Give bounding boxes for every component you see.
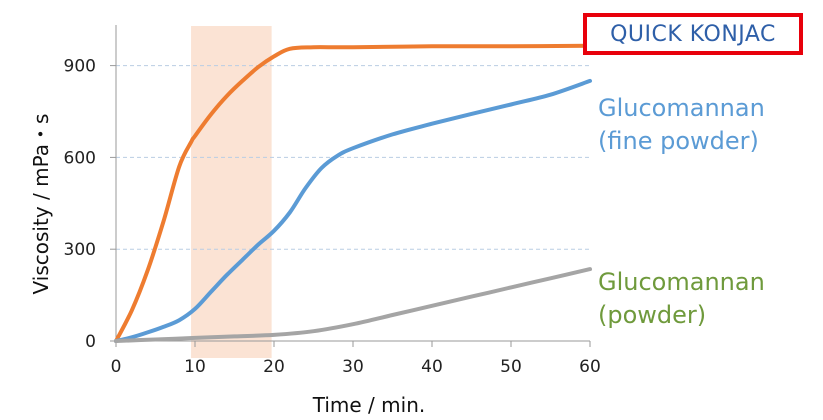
axes bbox=[110, 25, 591, 347]
highlight-band-layer bbox=[191, 26, 272, 358]
series-label-fine-powder-line1: Glucomannan bbox=[598, 94, 765, 122]
series-label-powder-line1: Glucomannan bbox=[598, 268, 765, 296]
y-axis-title: Viscosity / mPa・s bbox=[29, 114, 53, 295]
x-tick-label: 30 bbox=[342, 357, 364, 377]
y-tick-label: 900 bbox=[64, 57, 96, 77]
series-label-powder-line2: (powder) bbox=[598, 301, 706, 329]
series-line-quick-konjac bbox=[114, 43, 592, 343]
y-tick-label: 300 bbox=[64, 240, 96, 260]
series-line-powder bbox=[114, 267, 592, 343]
x-tick-label: 20 bbox=[263, 357, 285, 377]
y-tick-label: 0 bbox=[85, 332, 96, 352]
series-label-powder: Glucomannan (powder) bbox=[598, 268, 772, 329]
quick-konjac-label: QUICK KONJAC bbox=[610, 21, 776, 47]
x-tick-label: 50 bbox=[500, 357, 522, 377]
series-line-fine-powder bbox=[114, 78, 592, 343]
x-tick-label: 40 bbox=[421, 357, 443, 377]
gridlines bbox=[116, 65, 590, 250]
y-tick-label: 600 bbox=[64, 148, 96, 168]
quick-konjac-badge: QUICK KONJAC bbox=[583, 13, 803, 55]
x-tick-label: 60 bbox=[579, 357, 601, 377]
series-label-fine-powder: Glucomannan (fine powder) bbox=[598, 94, 772, 155]
highlight-band bbox=[191, 26, 272, 358]
x-tick-label: 0 bbox=[111, 357, 122, 377]
series-lines bbox=[114, 43, 592, 343]
x-axis-title: Time / min. bbox=[312, 393, 425, 417]
tick-labels: 0 300 600 900 0 10 20 30 40 50 60 bbox=[64, 57, 601, 377]
series-label-fine-powder-line2: (fine powder) bbox=[598, 127, 759, 155]
x-tick-label: 10 bbox=[184, 357, 206, 377]
